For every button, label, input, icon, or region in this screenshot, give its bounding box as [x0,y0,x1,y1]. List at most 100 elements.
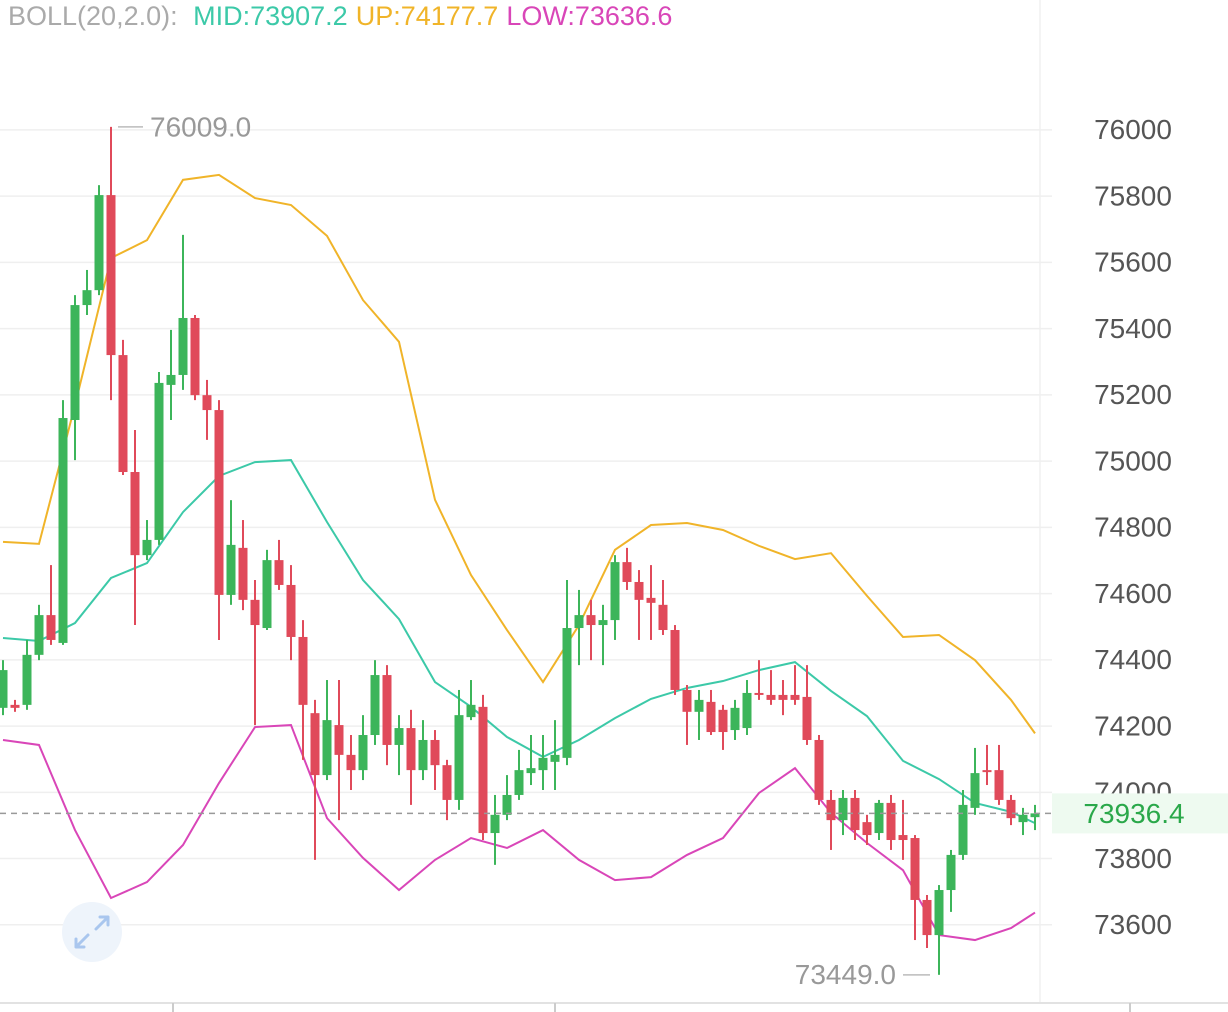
candle-body [34,615,44,655]
y-tick-label: 74200 [1094,710,1172,741]
last-price-label: 73936.4 [1083,798,1184,829]
candle-body [538,757,548,771]
y-tick-label: 74800 [1094,512,1172,543]
y-tick-label: 75000 [1094,445,1172,476]
candle-body [802,696,812,740]
candle-body [154,382,164,540]
candle-body [550,754,560,762]
candle-body [982,770,992,773]
boll-line [2,724,1036,942]
expand-button[interactable] [62,902,122,962]
candle-body [226,544,236,595]
candle-body [742,692,752,729]
candle-body [22,654,32,705]
legend-prefix: BOLL(20,2.0): [8,1,178,31]
candle-body [514,770,524,795]
candle-body [370,675,380,736]
candle-body [994,770,1004,800]
last-price-box [1052,793,1228,834]
candle-body [922,899,932,936]
candle-body [142,539,152,556]
candle-body [394,728,404,745]
candle-body [694,699,704,712]
candle-body [658,604,668,631]
candle-body [526,768,536,774]
candle-body [418,739,428,771]
y-tick-label: 75600 [1094,247,1172,278]
candle-body [766,694,776,700]
candle-body [454,715,464,800]
candles [0,126,1040,975]
candle-body [946,854,956,891]
expand-button-bg[interactable] [62,902,122,962]
candle-body [322,720,332,776]
candle-body [10,704,20,708]
y-tick-label: 74600 [1094,578,1172,609]
candle-body [574,615,584,629]
candle-body [610,562,620,621]
candle-body [250,599,260,626]
candle-body [310,713,320,776]
candle-body [406,728,416,771]
candle-body [586,615,596,626]
candle-body [634,581,644,600]
y-tick-label: 73800 [1094,843,1172,874]
candle-body [238,547,248,600]
y-tick-label: 73600 [1094,909,1172,940]
candle-body [958,804,968,855]
candle-body [358,735,368,771]
candle-body [82,290,92,306]
y-tick-label: 75200 [1094,379,1172,410]
candle-body [754,692,764,695]
candle-body [910,838,920,900]
grid: 7360073800740007420074400746007480075000… [0,114,1172,940]
candle-body [778,694,788,700]
candle-body [706,701,716,733]
y-tick-label: 75800 [1094,180,1172,211]
y-tick-label: 74400 [1094,644,1172,675]
boll-line [2,459,1036,825]
y-tick-label: 76000 [1094,114,1172,145]
indicator-legend: BOLL(20,2.0): MID:73907.2 UP:74177.7 LOW:7… [8,0,680,32]
candle-body [106,195,116,356]
candle-body [130,472,140,556]
legend-entry: LOW:73636.6 [506,1,673,31]
candle-body [1018,814,1028,823]
boll-line [2,173,1036,734]
candle-body [334,725,344,755]
candle-body [58,418,68,643]
candle-body [490,814,500,834]
candle-body [46,615,56,640]
candle-body [466,704,476,718]
candle-body [682,689,692,712]
candle-body [190,317,200,396]
candle-body [562,628,572,758]
candle-body [274,560,284,585]
candle-body [826,799,836,821]
candle-body [814,739,824,800]
candle-body [286,584,296,637]
legend-entry: MID:73907.2 [193,1,348,31]
candle-body [94,195,104,291]
expand-icon[interactable] [74,915,110,949]
candle-body [118,355,128,473]
candle-body [178,317,188,375]
candle-body [346,754,356,771]
candle-body [898,835,908,841]
legend-entry: UP:74177.7 [355,1,499,31]
candle-body [730,707,740,731]
candle-body [862,822,872,836]
candle-body [214,410,224,595]
candle-body [970,773,980,808]
candle-body [838,797,848,821]
candle-body [874,802,884,834]
candle-body [1030,813,1040,818]
candle-body [934,890,944,936]
candle-body [298,636,308,705]
max-label: 76009.0 [150,111,251,142]
candle-body [502,794,512,815]
candle-body [430,739,440,766]
candle-body [718,709,728,733]
